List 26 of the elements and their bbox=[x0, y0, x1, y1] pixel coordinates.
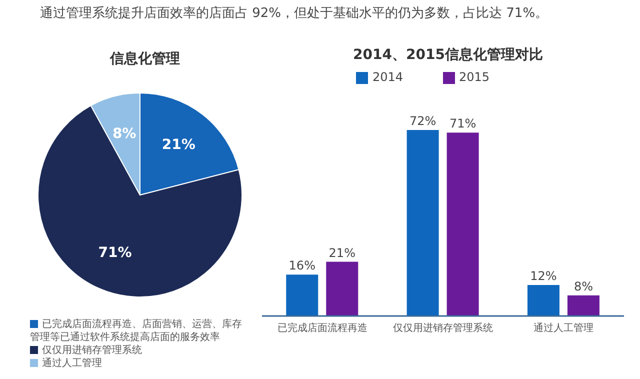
data-label: 71% bbox=[449, 116, 476, 131]
legend-label: 仅仅用进销存管理系统 bbox=[42, 345, 142, 356]
bar bbox=[446, 132, 479, 316]
data-label: 8% bbox=[112, 126, 136, 142]
x-tick-label: 通过人工管理 bbox=[534, 322, 594, 334]
x-tick-label: 仅仅用进销存管理系统 bbox=[393, 322, 493, 334]
x-tick-label: 已完成店面流程再造 bbox=[277, 322, 368, 334]
legend-label: 2015 bbox=[459, 70, 490, 84]
legend-label: 通过人工管理 bbox=[42, 358, 102, 369]
text: 通过管理系统提升店面效率的店面占 92%，但处于基础水平的仍为多数，占比达 71%。 bbox=[40, 5, 548, 22]
bar bbox=[406, 130, 439, 316]
chart-title: 2014、2015信息化管理对比 bbox=[352, 46, 544, 65]
data-label: 21% bbox=[328, 246, 356, 260]
data-label: 72% bbox=[409, 114, 436, 128]
data-label: 8% bbox=[574, 279, 593, 294]
chart-title: 信息化管理 bbox=[108, 50, 181, 69]
data-label: 12% bbox=[530, 269, 557, 283]
bar bbox=[286, 274, 318, 316]
data-label: 16% bbox=[288, 258, 316, 273]
legend-label: 已完成店面流程再造、店面营销、运营、库存管理等已通过软件系统提高店面的服务效率 bbox=[30, 319, 242, 343]
bar bbox=[527, 285, 560, 316]
bar bbox=[326, 262, 358, 316]
data-label: 71% bbox=[98, 244, 132, 261]
bar bbox=[567, 295, 600, 316]
legend-label: 2014 bbox=[372, 70, 403, 84]
data-label: 21% bbox=[162, 137, 196, 154]
